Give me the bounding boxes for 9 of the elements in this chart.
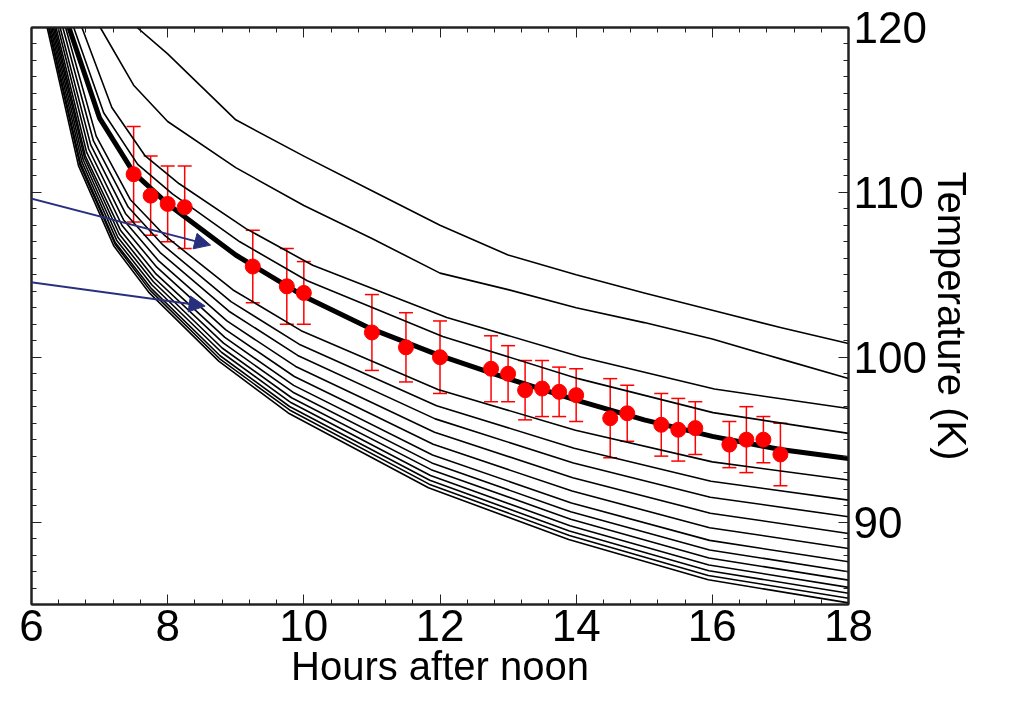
y-tick-label: 120 xyxy=(853,3,927,52)
y-tick-label: 100 xyxy=(853,332,927,382)
y-tick-label: 90 xyxy=(853,497,903,547)
x-tick-label: 16 xyxy=(687,600,737,650)
y-tick-label: 110 xyxy=(853,167,924,217)
x-tick-label: 8 xyxy=(155,600,180,650)
x-tick-label: 6 xyxy=(19,600,44,650)
x-tick-label: 18 xyxy=(824,600,873,650)
y-axis-title: Temperature (K) xyxy=(929,171,974,461)
